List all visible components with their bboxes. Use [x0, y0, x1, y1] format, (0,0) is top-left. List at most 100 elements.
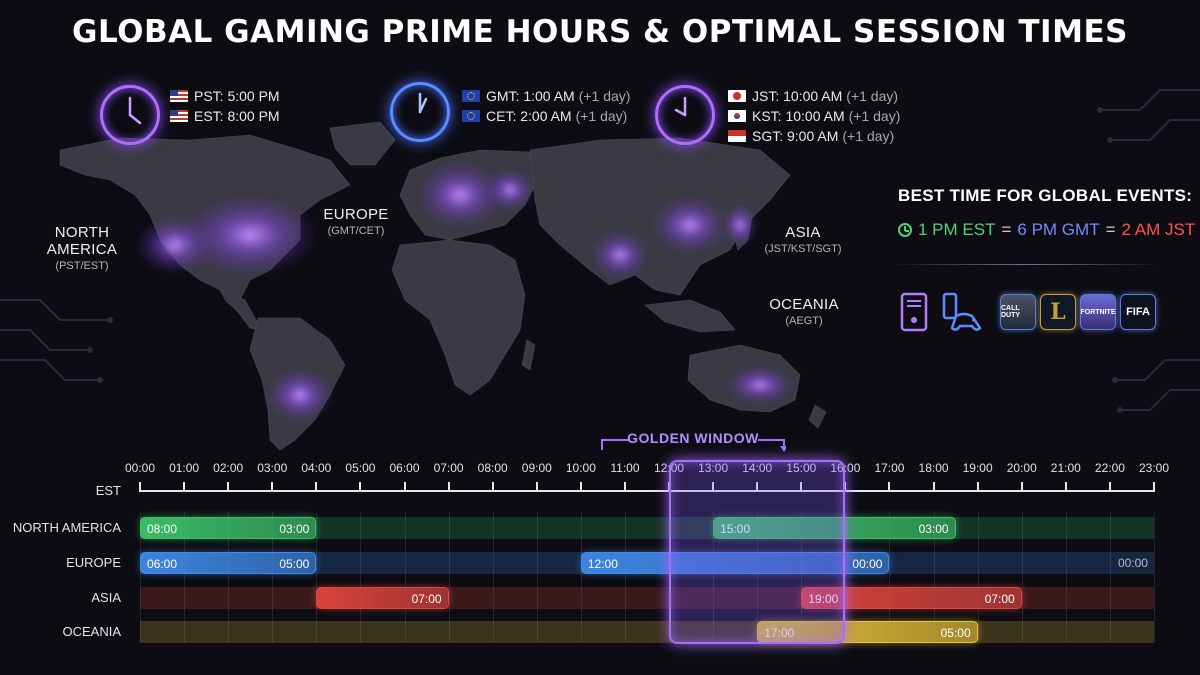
- axis-line: [140, 490, 1154, 492]
- hour-tick-label: 11:00: [610, 461, 640, 475]
- row-label: ASIA: [91, 590, 121, 605]
- league-of-legends-icon: L: [1040, 294, 1076, 330]
- hour-tick-label: 18:00: [918, 461, 949, 475]
- segment-start-label: 19:00: [808, 592, 839, 606]
- gridline: [316, 512, 318, 642]
- axis-label-est: EST: [95, 483, 121, 498]
- session-segment: 06:00 05:00: [140, 552, 317, 574]
- hour-tick-mark: [447, 482, 450, 492]
- circuit-lines: [0, 89, 1200, 411]
- gridline: [977, 512, 979, 642]
- fortnite-icon: FORTNITE: [1080, 294, 1116, 330]
- hour-tick-label: 10:00: [565, 461, 596, 475]
- session-segment: 00:00: [1110, 552, 1154, 574]
- clock-europe-icon: [390, 82, 450, 142]
- gridline: [801, 512, 803, 642]
- hour-tick-mark: [183, 482, 186, 492]
- gridline: [184, 512, 186, 642]
- hour-tick-mark: [932, 482, 935, 492]
- hour-tick-mark: [756, 482, 759, 492]
- hour-tick-label: 19:00: [962, 461, 993, 475]
- hour-tick-mark: [844, 482, 847, 492]
- segment-end-label: 05:00: [940, 626, 971, 640]
- row-label: OCEANIA: [62, 624, 121, 639]
- hour-tick-label: 23:00: [1138, 461, 1170, 475]
- row-band: [140, 621, 1154, 643]
- hour-tick-label: 04:00: [301, 461, 332, 475]
- clock-icon: [898, 223, 912, 237]
- hour-tick-label: 09:00: [521, 461, 552, 475]
- hour-tick-label: 06:00: [389, 461, 420, 475]
- sg-flag-icon: [728, 130, 746, 142]
- hour-tick-label: 08:00: [477, 461, 508, 475]
- hour-tick-label: 21:00: [1050, 461, 1081, 475]
- segment-start-label: 06:00: [147, 557, 178, 571]
- gridline: [492, 512, 494, 642]
- hour-tick-label: 17:00: [874, 461, 905, 475]
- gridline: [360, 512, 362, 642]
- best-est: 1 PM EST: [918, 220, 996, 239]
- segment-end-label: 07:00: [411, 592, 442, 606]
- hour-tick-mark: [315, 482, 318, 492]
- gridline: [713, 512, 715, 642]
- us-flag-icon: [170, 110, 188, 122]
- clock-asia-icon: [655, 85, 715, 145]
- golden-window-label: GOLDEN WINDOW: [627, 430, 759, 446]
- session-segment: 12:00 00:00: [580, 552, 890, 574]
- segment-end-label: 07:00: [984, 592, 1015, 606]
- hour-tick-label: 20:00: [1006, 461, 1037, 475]
- gridline: [448, 512, 450, 642]
- gridline: [272, 512, 274, 642]
- tz-est: EST: 8:00 PM: [170, 108, 284, 124]
- hour-tick-mark: [579, 482, 582, 492]
- region-asia: ASIA (JST/KST/SGT): [764, 224, 842, 255]
- gridline: [1109, 512, 1111, 642]
- gridline: [404, 512, 406, 642]
- tz-jst: JST: 10:00 AM (+1 day): [728, 88, 898, 104]
- tz-sgt: SGT: 9:00 AM (+1 day): [728, 128, 894, 144]
- segment-start-label: 12:00: [587, 557, 618, 571]
- segment-end-label: 03:00: [918, 522, 949, 536]
- hour-tick-label: 07:00: [433, 461, 464, 475]
- us-flag-icon: [170, 90, 188, 102]
- hour-tick-mark: [712, 482, 715, 492]
- hour-tick-mark: [1020, 482, 1023, 492]
- gridline: [536, 512, 538, 642]
- hour-tick-mark: [888, 482, 891, 492]
- segment-start-label: 17:00: [764, 626, 795, 640]
- row-label: EUROPE: [66, 555, 121, 570]
- hour-tick-mark: [1064, 482, 1067, 492]
- eq-2: =: [1105, 220, 1116, 239]
- row-label: NORTH AMERICA: [12, 520, 121, 535]
- clock-americas-icon: [100, 85, 160, 145]
- hour-tick-mark: [271, 482, 274, 492]
- session-segment: 07:00: [316, 587, 449, 609]
- segment-end-label: 05:00: [279, 557, 310, 571]
- gridline: [140, 512, 141, 642]
- console-controller-icon: [942, 292, 982, 331]
- kr-flag-icon: [728, 110, 746, 122]
- hour-tick-label: 02:00: [213, 461, 244, 475]
- hour-tick-mark: [1153, 482, 1155, 492]
- segment-start-label: 08:00: [147, 522, 178, 536]
- population-glow: [135, 160, 795, 423]
- segment-end-label: 00:00: [1117, 556, 1148, 570]
- page-title: GLOBAL GAMING PRIME HOURS & OPTIMAL SESS…: [72, 14, 1128, 50]
- hour-tick-label: 22:00: [1094, 461, 1125, 475]
- gridline: [757, 512, 759, 642]
- pc-tower-icon: [900, 292, 928, 332]
- divider: [898, 264, 1156, 265]
- eu-flag-icon: [462, 90, 480, 102]
- best-jst: 2 AM JST: [1121, 220, 1196, 239]
- segment-end-label: 00:00: [852, 557, 883, 571]
- session-segment: 19:00 07:00: [801, 587, 1022, 609]
- gridline: [624, 512, 626, 642]
- gridline: [845, 512, 847, 642]
- golden-window-highlight: [669, 460, 846, 644]
- hour-tick-label: 03:00: [257, 461, 288, 475]
- hour-tick-mark: [227, 482, 230, 492]
- gridline: [889, 512, 891, 642]
- jp-flag-icon: [728, 90, 746, 102]
- hour-tick-mark: [800, 482, 803, 492]
